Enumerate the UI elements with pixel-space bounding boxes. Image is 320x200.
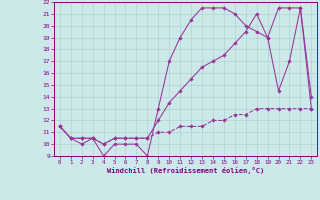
X-axis label: Windchill (Refroidissement éolien,°C): Windchill (Refroidissement éolien,°C) — [107, 167, 264, 174]
